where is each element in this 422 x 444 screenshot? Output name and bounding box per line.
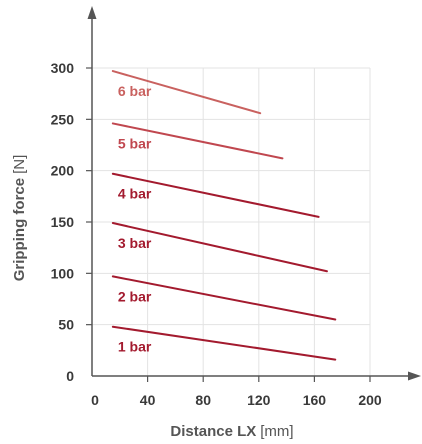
series-label: 5 bar — [118, 135, 152, 151]
x-axis-unit: [mm] — [260, 423, 293, 440]
series-line-3 — [111, 222, 328, 273]
y-axis-title: Gripping force [N] — [11, 155, 28, 282]
series-label: 1 bar — [118, 339, 152, 355]
series-label: 3 bar — [118, 235, 152, 251]
y-tick-label: 300 — [51, 60, 75, 76]
y-tick-label: 0 — [66, 368, 74, 384]
x-axis-label: Distance LX — [170, 423, 256, 440]
x-axis-title: Distance LX [mm] — [170, 423, 293, 440]
tick-labels: 0 50 100 150 200 250 300 0 40 80 120 160 200 — [51, 60, 382, 408]
series-label: 2 bar — [118, 288, 152, 304]
series-labels: 1 bar 2 bar 3 bar 4 bar 5 bar 6 bar — [118, 83, 152, 355]
y-tick-label: 50 — [58, 317, 74, 333]
series-line-5 — [111, 122, 284, 160]
series-lines — [111, 70, 337, 361]
y-axis-arrow-icon — [87, 6, 97, 19]
x-axis-arrow-icon — [408, 371, 421, 381]
series-label: 4 bar — [118, 186, 152, 202]
x-tick-label: 40 — [140, 392, 156, 408]
x-tick-label: 200 — [358, 392, 382, 408]
x-tick-label: 160 — [303, 392, 327, 408]
y-axis-label: Gripping force — [11, 178, 28, 281]
x-tick-label: 120 — [247, 392, 271, 408]
series-line-6 — [111, 70, 262, 115]
x-tick-label: 0 — [91, 392, 99, 408]
y-axis-unit: [N] — [11, 155, 28, 174]
series-line-2 — [111, 275, 337, 321]
y-tick-label: 200 — [51, 163, 75, 179]
series-label: 6 bar — [118, 83, 152, 99]
series-line-4 — [111, 172, 320, 218]
y-tick-label: 100 — [51, 265, 75, 281]
grid — [86, 67, 371, 382]
series-line-1 — [111, 325, 337, 361]
axes — [87, 6, 421, 381]
y-tick-label: 250 — [51, 111, 75, 127]
y-tick-label: 150 — [51, 214, 75, 230]
x-tick-label: 80 — [195, 392, 211, 408]
